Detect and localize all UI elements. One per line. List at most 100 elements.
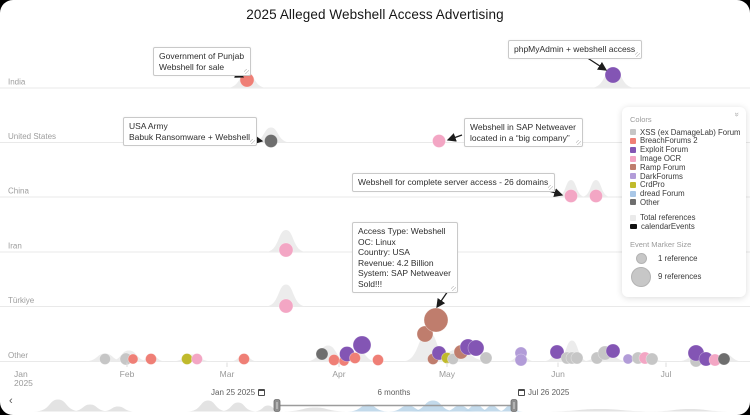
legend-item-imageocr[interactable]: Image OCR <box>630 154 740 163</box>
legend-size-row: 1 reference <box>630 252 740 264</box>
legend-item-xss[interactable]: XSS (ex DamageLab) Forum <box>630 127 741 137</box>
navigator-hill-selected <box>347 404 389 412</box>
legend-collapse-icon[interactable]: » <box>732 112 742 117</box>
legend-swatch-dark <box>630 173 636 180</box>
annotation-text: Webshell for complete server access - 26… <box>358 177 549 187</box>
annotation-access-type[interactable]: Access Type: Webshell OC: Linux Country: U… <box>352 222 458 293</box>
legend-item-breach[interactable]: BreachForums 2 <box>630 136 740 146</box>
event-marker-breach[interactable] <box>238 353 250 365</box>
annotation-arrow <box>436 290 449 309</box>
event-marker-dark[interactable] <box>514 353 528 367</box>
event-marker-imageocr[interactable] <box>589 189 603 203</box>
event-marker-ramp[interactable] <box>423 307 449 333</box>
legend-swatch-crdpro <box>630 181 636 188</box>
annotation-sap-netweaver[interactable]: Webshell in SAP Netweaver located in a “b… <box>464 118 583 147</box>
legend-item-total-references[interactable]: Total references <box>630 213 740 222</box>
x-axis-label-year: 2025 <box>14 378 33 388</box>
legend-size-row: 9 references <box>630 266 740 287</box>
legend-swatch-exploit <box>630 146 636 153</box>
size-reference-label: 1 reference <box>658 253 698 263</box>
navigator-range-label: 6 months <box>377 388 411 397</box>
event-marker-crdpro[interactable] <box>181 353 193 365</box>
size-reference-dot <box>635 252 647 264</box>
event-marker-xss[interactable] <box>645 352 659 366</box>
event-marker-imageocr[interactable] <box>278 242 294 258</box>
annotation-text: located in a “big company” <box>470 132 570 143</box>
legend-item-crdpro[interactable]: CrdPro <box>630 180 740 190</box>
event-marker-other[interactable] <box>315 347 329 361</box>
navigator-end-date[interactable]: Jul 26 2025 <box>518 388 569 397</box>
legend-swatch-xss <box>630 129 636 136</box>
event-marker-imageocr[interactable] <box>432 134 446 148</box>
annotation-server-access[interactable]: Webshell for complete server access - 26… <box>352 173 556 192</box>
x-axis-label: Jan <box>14 369 28 379</box>
event-marker-imageocr[interactable] <box>191 353 203 365</box>
navigator-collapse-icon[interactable]: ‹ <box>9 395 13 407</box>
event-marker-dark[interactable] <box>622 353 634 365</box>
annotation-text: Access Type: Webshell <box>358 226 446 236</box>
event-marker-exploit[interactable] <box>549 344 565 360</box>
legend-item-dread[interactable]: dread Forum <box>630 189 740 198</box>
event-marker-breach[interactable] <box>372 354 384 366</box>
annotation-arrow <box>585 56 608 71</box>
navigator-hill <box>280 407 350 412</box>
annotation-gov-punjab[interactable]: Government of Punjab Webshell for sale <box>153 47 252 76</box>
event-marker-breach[interactable] <box>145 353 157 365</box>
legend-item-exploit[interactable]: Exploit Forum <box>630 145 740 155</box>
event-marker-exploit[interactable] <box>467 339 485 357</box>
annotation-arrow <box>548 188 564 198</box>
annotation-text: OC: Linux <box>358 236 396 247</box>
annotation-text: phpMyAdmin + webshell access <box>514 44 636 54</box>
event-marker-breach[interactable] <box>328 354 340 366</box>
x-axis-label: May <box>439 369 456 379</box>
navigator-hill <box>187 400 229 412</box>
legend-swatch-dread <box>630 190 636 197</box>
event-marker-xss[interactable] <box>570 351 584 365</box>
event-marker-exploit[interactable] <box>604 66 622 84</box>
navigator-hill <box>100 406 136 412</box>
event-marker-exploit[interactable] <box>352 335 372 355</box>
legend-swatch-other <box>630 199 636 206</box>
navigator-hill <box>34 399 82 412</box>
annotation-usa-army[interactable]: USA Army Babuk Ransomware + Webshell <box>123 117 258 146</box>
legend-item-other[interactable]: Other <box>630 198 740 207</box>
event-marker-imageocr[interactable] <box>564 189 578 203</box>
event-marker-imageocr[interactable] <box>278 298 294 314</box>
navigator-hill <box>645 409 735 412</box>
legend-label: CrdPro <box>640 180 665 190</box>
legend-item-ramp[interactable]: Ramp Forum <box>630 163 740 172</box>
density-hill <box>265 284 307 307</box>
annotation-text: Babuk Ransomware + Webshell <box>129 131 251 142</box>
legend-label: XSS (ex DamageLab) Forum <box>640 127 741 137</box>
event-marker-other[interactable] <box>264 134 278 148</box>
density-hill <box>581 180 611 197</box>
x-axis-label: Jul <box>661 369 672 379</box>
annotation-phpmyadmin[interactable]: phpMyAdmin + webshell access <box>508 40 643 59</box>
navigator-hill <box>70 404 110 412</box>
navigator-hill-selected <box>460 404 492 412</box>
navigator-start-date[interactable]: Jan 25 2025 <box>211 388 266 397</box>
x-axis-label: Apr <box>332 369 345 379</box>
legend-item-calendar-events[interactable]: calendarEvents <box>630 222 740 231</box>
event-marker-ramp[interactable] <box>416 325 434 343</box>
legend-label: BreachForums 2 <box>640 136 698 146</box>
annotation-text: System: SAP Netweaver <box>358 268 451 278</box>
annotation-arrow <box>446 133 463 142</box>
event-marker-xss[interactable] <box>479 351 493 365</box>
annotation-text: Webshell for sale <box>159 61 225 72</box>
event-marker-breach[interactable] <box>127 353 139 365</box>
event-marker-exploit[interactable] <box>605 343 621 359</box>
density-hill <box>305 345 351 362</box>
event-marker-breach[interactable] <box>349 352 361 364</box>
annotation-text: Government of Punjab <box>159 51 245 61</box>
legend-item-dark[interactable]: DarkForums <box>630 171 740 181</box>
annotation-text: Webshell in SAP Netweaver <box>470 122 576 132</box>
density-hill <box>265 230 307 252</box>
event-marker-xss[interactable] <box>99 353 111 365</box>
legend-label: DarkForums <box>640 171 683 181</box>
event-marker-other[interactable] <box>717 352 731 366</box>
density-hill <box>556 180 586 197</box>
legend-label: Exploit Forum <box>640 145 689 155</box>
size-reference-label: 9 references <box>658 272 702 282</box>
